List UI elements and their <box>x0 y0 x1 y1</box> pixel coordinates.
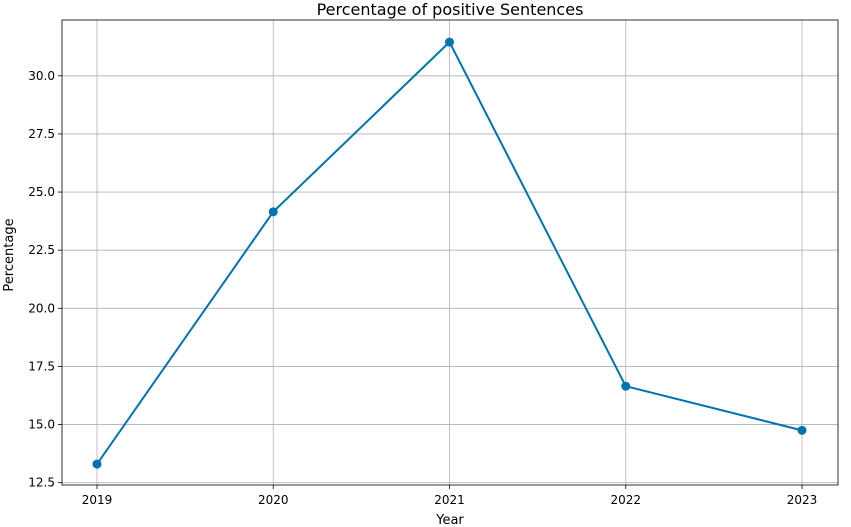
data-point <box>621 381 631 391</box>
y-axis: 12.5 15.0 17.5 20.0 22.5 25.0 27.5 30.0 <box>28 69 62 490</box>
x-tick-label: 2021 <box>434 493 465 507</box>
data-point <box>268 207 278 217</box>
x-tick-label: 2019 <box>82 493 113 507</box>
y-tick-label: 30.0 <box>28 69 55 83</box>
y-tick-label: 12.5 <box>28 476 55 490</box>
x-tick-label: 2020 <box>258 493 289 507</box>
chart-title: Percentage of positive Sentences <box>317 0 584 19</box>
data-point <box>92 459 102 469</box>
x-axis: 2019 2020 2021 2022 2023 <box>82 485 818 507</box>
y-axis-label: Percentage <box>2 218 17 291</box>
data-point <box>797 425 807 435</box>
plot-frame <box>61 19 839 486</box>
grid <box>62 20 838 485</box>
y-tick-label: 20.0 <box>28 301 55 315</box>
y-tick-label: 27.5 <box>28 127 55 141</box>
x-tick-label: 2022 <box>610 493 641 507</box>
data-points <box>92 37 807 469</box>
x-axis-label: Year <box>435 513 464 527</box>
x-tick-label: 2023 <box>787 493 818 507</box>
y-tick-label: 22.5 <box>28 243 55 257</box>
y-tick-label: 15.0 <box>28 418 55 432</box>
y-tick-label: 17.5 <box>28 359 55 373</box>
data-point <box>445 37 454 47</box>
y-tick-label: 25.0 <box>28 185 55 199</box>
